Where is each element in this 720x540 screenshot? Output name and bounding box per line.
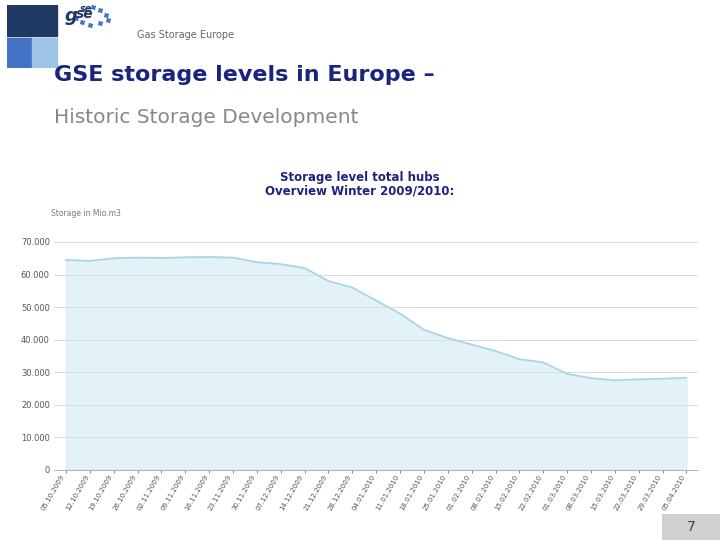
Text: se: se (76, 6, 94, 21)
Bar (7, 5, 57, 36)
Text: Historic Storage Development: Historic Storage Development (54, 108, 359, 127)
Text: Overview Winter 2009/2010:: Overview Winter 2009/2010: (265, 184, 455, 197)
Text: Gas Storage Europe: Gas Storage Europe (137, 30, 234, 40)
Text: Storage level total hubs: Storage level total hubs (280, 171, 440, 184)
Text: 7: 7 (687, 520, 696, 534)
Text: g: g (64, 6, 77, 25)
Text: se: se (80, 4, 93, 14)
Text: GSE storage levels in Europe –: GSE storage levels in Europe – (54, 65, 435, 85)
Text: Storage in Mio.m3: Storage in Mio.m3 (51, 209, 121, 218)
Bar (32, 38, 57, 68)
Bar (7, 38, 32, 68)
